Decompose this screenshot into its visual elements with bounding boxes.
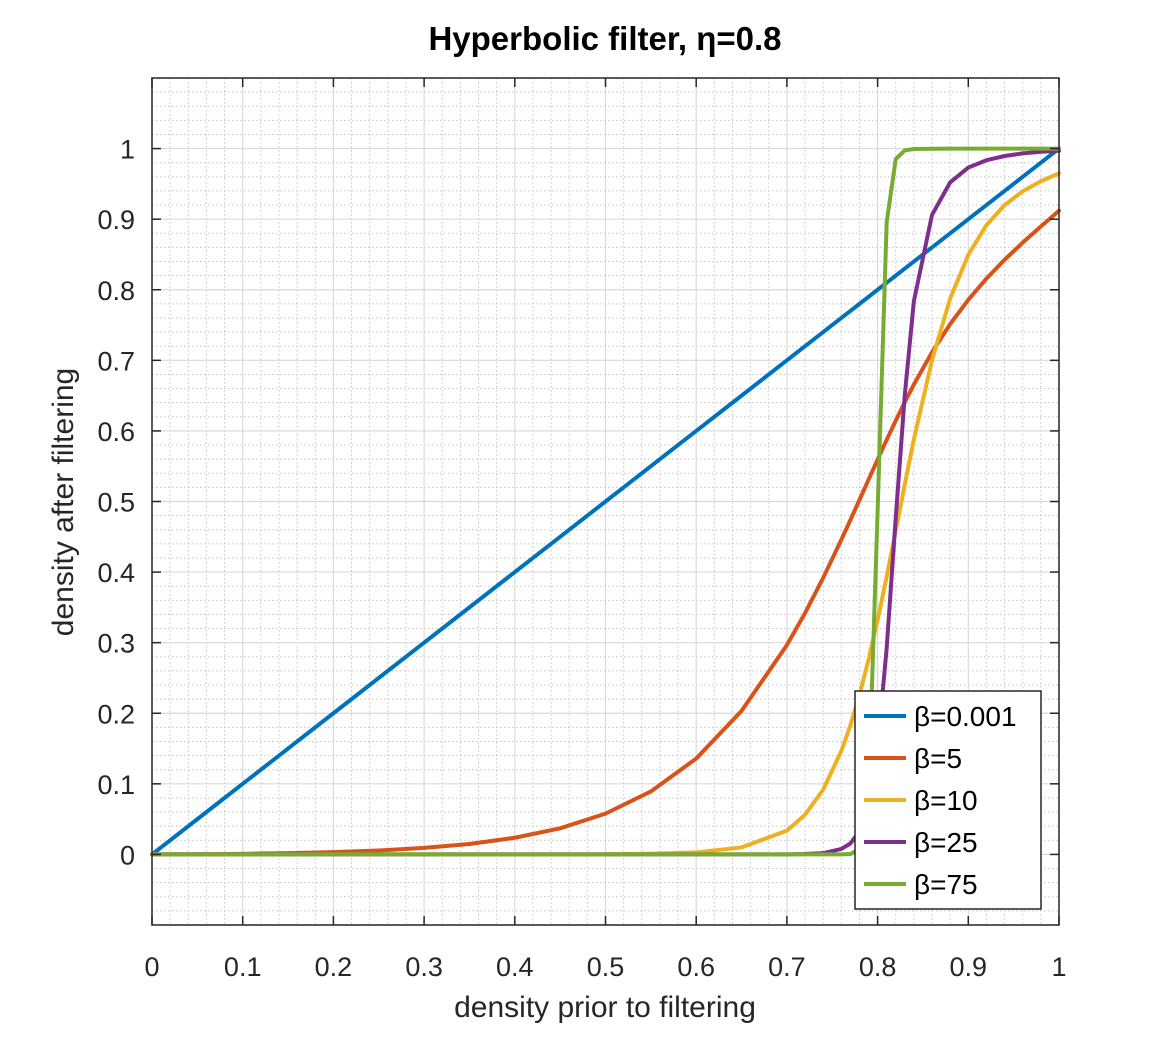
y-tick-label: 0.9 [97,205,135,235]
y-tick-label: 0 [120,840,135,870]
legend: β=0.001 β=5 β=10 β=25 β=75 [854,690,1042,910]
tick-marks [151,78,1060,925]
series-line-2 [150,208,1061,857]
x-tick-labels: 0 0.1 0.2 0.3 0.4 0.5 0.6 0.7 0.8 0.9 1 [144,952,1066,982]
x-tick-label: 1 [1051,952,1066,982]
y-tick-labels: 0 0.1 0.2 0.3 0.4 0.5 0.6 0.7 0.8 0.9 1 [97,135,135,871]
x-tick-label: 0.4 [496,952,534,982]
x-tick-label: 0.5 [587,952,625,982]
series-line-1 [150,146,1061,857]
series-line-5 [150,146,1061,857]
y-tick-label: 0.5 [97,488,135,518]
x-tick-label: 0.9 [950,952,988,982]
legend-entry-label: β=0.001 [914,701,1017,732]
y-tick-label: 0.8 [97,276,135,306]
x-tick-label: 0.7 [768,952,806,982]
y-tick-label: 0.7 [97,346,135,376]
y-tick-label: 0.3 [97,629,135,659]
x-tick-label: 0.6 [677,952,715,982]
legend-entry-label: β=75 [914,869,978,900]
y-tick-label: 0.2 [97,699,135,729]
x-tick-label: 0.2 [315,952,353,982]
x-axis-label: density prior to filtering [454,991,756,1024]
y-axis-label: density after filtering [47,368,80,636]
chart-title: Hyperbolic filter, η=0.8 [428,20,781,57]
y-tick-label: 1 [120,135,135,165]
y-tick-label: 0.6 [97,417,135,447]
series-layer [150,146,1061,857]
x-tick-label: 0 [144,952,159,982]
legend-entry-label: β=5 [914,743,962,774]
y-tick-label: 0.4 [97,558,135,588]
legend-entry-label: β=10 [914,785,978,816]
x-tick-label: 0.1 [224,952,262,982]
y-tick-label: 0.1 [97,770,135,800]
x-tick-label: 0.8 [859,952,897,982]
x-tick-label: 0.3 [405,952,443,982]
legend-entry-label: β=25 [914,827,978,858]
